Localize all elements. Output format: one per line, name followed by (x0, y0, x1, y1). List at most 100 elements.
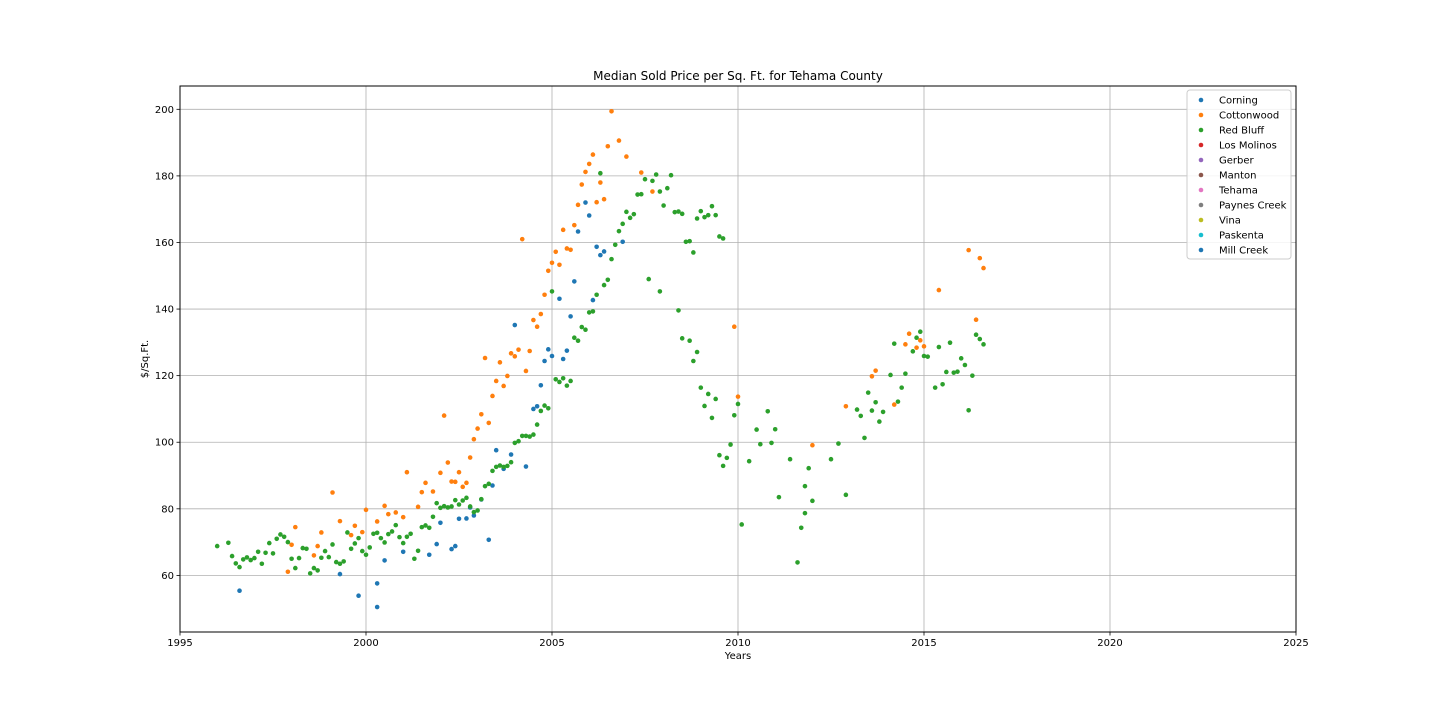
point-red-bluff (505, 463, 510, 469)
point-red-bluff (642, 176, 648, 182)
point-red-bluff (490, 468, 495, 474)
point-red-bluff (661, 203, 666, 208)
point-red-bluff (415, 548, 421, 554)
point-red-bluff (620, 221, 625, 227)
x-tick-label: 2015 (911, 638, 936, 649)
point-red-bluff (426, 525, 432, 531)
point-red-bluff (281, 534, 287, 540)
point-cottonwood (594, 199, 599, 205)
point-red-bluff (601, 282, 607, 288)
point-corning (601, 249, 607, 254)
point-cottonwood (311, 553, 317, 558)
point-cottonwood (575, 202, 581, 208)
point-red-bluff (739, 522, 745, 527)
point-red-bluff (769, 440, 774, 446)
point-red-bluff (549, 289, 555, 294)
point-red-bluff (694, 349, 700, 355)
point-corning (538, 383, 544, 388)
point-cottonwood (583, 169, 588, 175)
point-cottonwood (497, 360, 503, 365)
point-red-bluff (412, 556, 417, 562)
point-red-bluff (720, 236, 726, 241)
point-red-bluff (319, 555, 324, 561)
point-red-bluff (806, 465, 811, 471)
point-red-bluff (947, 340, 953, 345)
point-red-bluff (758, 441, 763, 447)
point-red-bluff (802, 510, 808, 516)
point-cottonwood (914, 345, 919, 350)
x-tick-label: 2005 (539, 638, 564, 649)
point-cottonwood (981, 265, 986, 271)
point-red-bluff (765, 408, 771, 414)
legend-marker-los-molinos (1198, 142, 1204, 148)
point-red-bluff (352, 541, 358, 546)
point-red-bluff (616, 228, 622, 234)
point-cottonwood (519, 236, 525, 242)
point-red-bluff (471, 509, 477, 515)
point-red-bluff (962, 362, 968, 368)
point-cottonwood (605, 143, 611, 149)
point-red-bluff (356, 535, 361, 541)
point-corning (557, 296, 562, 302)
point-red-bluff (713, 396, 718, 402)
point-red-bluff (679, 211, 685, 217)
point-cottonwood (467, 455, 473, 460)
point-cottonwood (501, 383, 506, 389)
point-red-bluff (382, 540, 387, 545)
point-corning (456, 516, 462, 522)
point-cottonwood (523, 368, 529, 374)
point-cottonwood (538, 311, 544, 317)
point-cottonwood (330, 490, 335, 495)
point-red-bluff (858, 413, 864, 419)
point-red-bluff (434, 500, 439, 506)
point-red-bluff (516, 438, 521, 444)
point-red-bluff (408, 531, 413, 537)
point-red-bluff (836, 441, 841, 446)
point-red-bluff (397, 534, 402, 540)
point-red-bluff (672, 209, 678, 215)
point-cottonwood (921, 344, 927, 349)
point-red-bluff (572, 335, 577, 340)
point-red-bluff (709, 203, 715, 209)
legend-label-vina: Vina (1219, 216, 1241, 227)
point-red-bluff (371, 531, 376, 537)
point-red-bluff (475, 508, 480, 513)
point-cottonwood (289, 542, 294, 548)
point-red-bluff (512, 440, 518, 446)
point-red-bluff (627, 215, 633, 221)
legend-marker-tehama (1198, 187, 1204, 193)
point-red-bluff (691, 358, 696, 364)
point-cottonwood (393, 510, 399, 515)
point-corning (564, 348, 570, 353)
point-corning (434, 541, 439, 547)
point-red-bluff (590, 309, 596, 314)
point-red-bluff (438, 505, 443, 511)
point-red-bluff (746, 458, 752, 464)
point-red-bluff (240, 557, 246, 562)
point-red-bluff (482, 483, 488, 489)
point-red-bluff (296, 555, 302, 561)
point-cottonwood (505, 373, 510, 379)
point-red-bluff (508, 459, 514, 465)
point-cottonwood (650, 189, 655, 194)
point-red-bluff (698, 208, 704, 214)
point-corning (374, 604, 380, 610)
y-tick-label: 120 (155, 371, 174, 382)
point-red-bluff (966, 407, 971, 413)
point-red-bluff (553, 377, 559, 382)
point-cottonwood (460, 484, 466, 490)
point-red-bluff (657, 289, 663, 294)
point-cottonwood (449, 479, 454, 484)
point-cottonwood (624, 154, 629, 159)
point-cottonwood (966, 247, 971, 253)
point-red-bluff (728, 442, 733, 447)
point-red-bluff (274, 536, 280, 542)
point-red-bluff (449, 504, 454, 509)
point-red-bluff (921, 353, 927, 359)
point-red-bluff (717, 234, 722, 239)
point-cottonwood (549, 260, 555, 266)
point-cottonwood (609, 109, 614, 114)
point-cottonwood (285, 569, 291, 575)
point-corning (490, 483, 495, 488)
point-cottonwood (348, 532, 354, 538)
